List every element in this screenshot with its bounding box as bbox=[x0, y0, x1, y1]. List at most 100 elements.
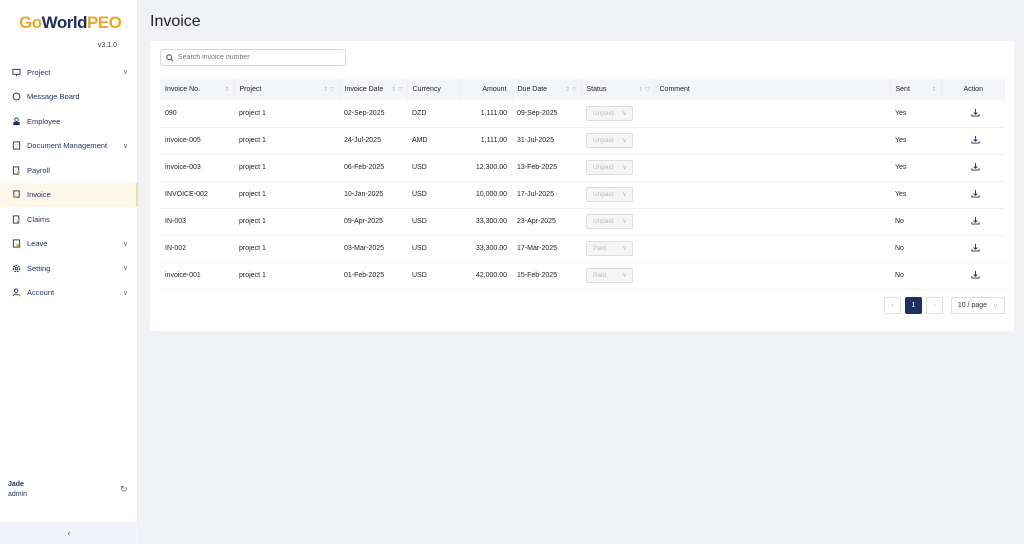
status-select[interactable]: Paid ∨ bbox=[586, 268, 633, 283]
download-icon[interactable] bbox=[971, 162, 980, 171]
column-header-amount: Amount bbox=[458, 79, 512, 100]
sidebar-item-label: Account bbox=[27, 288, 55, 298]
download-icon[interactable] bbox=[971, 108, 980, 117]
status-select[interactable]: Unpaid ∨ bbox=[586, 214, 633, 229]
sidebar-item-invoice[interactable]: Invoice bbox=[0, 182, 138, 207]
cell-comment bbox=[654, 208, 890, 236]
document-icon bbox=[12, 141, 21, 150]
next-page-button[interactable]: › bbox=[926, 297, 943, 314]
status-select[interactable]: Unpaid ∨ bbox=[586, 160, 633, 175]
sidebar-item-leave[interactable]: Leave ∨ bbox=[0, 232, 138, 257]
column-label: Action bbox=[963, 86, 983, 93]
status-select[interactable]: Unpaid ∨ bbox=[586, 105, 633, 121]
sidebar-item-label: Claims bbox=[27, 214, 50, 224]
cell-comment bbox=[654, 235, 890, 263]
status-select[interactable]: Paid ∨ bbox=[586, 241, 633, 256]
sort-icon[interactable]: ⇕ bbox=[323, 87, 329, 93]
filter-icon[interactable]: ▽ bbox=[329, 87, 335, 93]
column-header-sent[interactable]: Sent ⇕ bbox=[889, 79, 941, 100]
filter-icon[interactable]: ▽ bbox=[397, 87, 403, 93]
sort-icon[interactable]: ⇕ bbox=[931, 87, 937, 93]
sidebar-item-employee[interactable]: Employee bbox=[0, 109, 138, 134]
sidebar-item-project[interactable]: Project ∨ bbox=[0, 60, 138, 85]
sidebar-item-label: Project bbox=[27, 67, 51, 77]
download-icon[interactable] bbox=[971, 243, 980, 252]
cell-amount: 1,111.00 bbox=[459, 100, 512, 128]
cell-comment bbox=[654, 127, 890, 155]
cell-comment bbox=[654, 154, 890, 182]
download-icon[interactable] bbox=[971, 270, 980, 279]
sidebar-item-claims[interactable]: Claims bbox=[0, 207, 138, 232]
cell-currency: USD bbox=[407, 235, 459, 263]
download-icon[interactable] bbox=[971, 216, 980, 225]
column-label: Project bbox=[239, 86, 262, 93]
chevron-down-icon: ∨ bbox=[122, 289, 128, 297]
sidebar-item-message-board[interactable]: Message Board bbox=[0, 85, 138, 110]
cell-invoice-no: invoice-003 bbox=[160, 154, 234, 182]
column-header-action: Action bbox=[940, 79, 1005, 100]
invoice-icon bbox=[12, 190, 20, 199]
column-header-status[interactable]: Status ⇕ ▽ bbox=[580, 79, 654, 100]
column-header-due-date[interactable]: Due Date ⇕ ▽ bbox=[511, 79, 581, 100]
sort-icon[interactable]: ⇕ bbox=[391, 87, 397, 93]
collapse-sidebar-button[interactable]: ‹ bbox=[0, 522, 138, 544]
cell-amount: 12,300.00 bbox=[459, 154, 512, 182]
chevron-down-icon: ∨ bbox=[122, 240, 128, 248]
status-select[interactable]: Unpaid ∨ bbox=[586, 133, 633, 148]
column-header-currency: Currency bbox=[406, 79, 459, 100]
download-icon[interactable] bbox=[971, 135, 980, 144]
account-icon bbox=[12, 288, 21, 297]
cell-currency: USD bbox=[407, 208, 459, 236]
sidebar-item-label: Invoice bbox=[27, 190, 51, 200]
user-lock-icon bbox=[13, 117, 20, 125]
search-input[interactable] bbox=[178, 54, 338, 61]
page-size-select[interactable]: 10 / page ∨ bbox=[951, 297, 1005, 314]
cell-project: project 1 bbox=[234, 154, 339, 182]
prev-page-button[interactable]: ‹ bbox=[884, 297, 901, 314]
cell-action bbox=[941, 181, 1005, 209]
cell-due-date: 31-Jul-2025 bbox=[512, 127, 581, 155]
cell-invoice-date: 01-Feb-2025 bbox=[339, 262, 407, 290]
sort-icon[interactable]: ⇕ bbox=[224, 87, 230, 93]
cell-status: Unpaid ∨ bbox=[581, 100, 654, 128]
status-select[interactable]: Unpaid ∨ bbox=[586, 187, 633, 202]
logout-icon[interactable]: ↻ bbox=[120, 484, 128, 494]
column-header-invoice-date[interactable]: Invoice Date ⇕ ▽ bbox=[338, 79, 407, 100]
sidebar-item-document-management[interactable]: Document Management ∨ bbox=[0, 134, 138, 159]
sidebar-item-payroll[interactable]: Payroll bbox=[0, 158, 138, 183]
cell-currency: USD bbox=[407, 181, 459, 209]
download-icon[interactable] bbox=[971, 189, 980, 198]
table-row: invoice-001 project 1 01-Feb-2025 USD 42,000… bbox=[160, 262, 1005, 290]
cell-currency: USD bbox=[407, 154, 459, 182]
sort-icon[interactable]: ⇕ bbox=[638, 87, 644, 93]
column-header-project[interactable]: Project ⇕ ▽ bbox=[233, 79, 339, 100]
table-row: invoice-005 project 1 24-Jul-2025 AMD 1,111.… bbox=[160, 127, 1005, 155]
filter-icon[interactable]: ▽ bbox=[571, 87, 577, 93]
cell-status: Unpaid ∨ bbox=[581, 208, 654, 236]
search-box[interactable] bbox=[160, 49, 346, 66]
claims-icon bbox=[12, 215, 21, 224]
cell-action bbox=[941, 127, 1005, 155]
sort-icon[interactable]: ⇕ bbox=[565, 87, 571, 93]
cell-action bbox=[941, 154, 1005, 182]
page-1-button[interactable]: 1 bbox=[905, 297, 922, 314]
status-value: Unpaid bbox=[593, 218, 614, 225]
cell-project: project 1 bbox=[234, 127, 339, 155]
page-size-value: 10 / page bbox=[957, 302, 988, 309]
cell-invoice-date: 02-Sep-2025 bbox=[339, 100, 407, 128]
cell-project: project 1 bbox=[234, 262, 339, 290]
column-label: Amount bbox=[482, 86, 507, 93]
status-value: Paid bbox=[593, 245, 607, 252]
cell-invoice-no: IN-002 bbox=[160, 235, 234, 263]
filter-icon[interactable]: ▽ bbox=[644, 87, 650, 93]
column-header-invoice-no[interactable]: Invoice No. ⇕ bbox=[160, 79, 234, 100]
sidebar-item-setting[interactable]: Setting ∨ bbox=[0, 256, 138, 281]
cell-project: project 1 bbox=[234, 100, 339, 128]
cell-action bbox=[941, 208, 1005, 236]
column-label: Currency bbox=[412, 86, 441, 93]
cell-invoice-no: invoice-001 bbox=[160, 262, 234, 290]
cell-status: Paid ∨ bbox=[581, 235, 654, 263]
sidebar: GoWorldPEO v3.1.0 Project ∨ Message Board E… bbox=[0, 0, 138, 544]
table-row: IN-002 project 1 03-Mar-2025 USD 33,300.00 17… bbox=[160, 235, 1005, 263]
sidebar-item-account[interactable]: Account ∨ bbox=[0, 281, 138, 306]
